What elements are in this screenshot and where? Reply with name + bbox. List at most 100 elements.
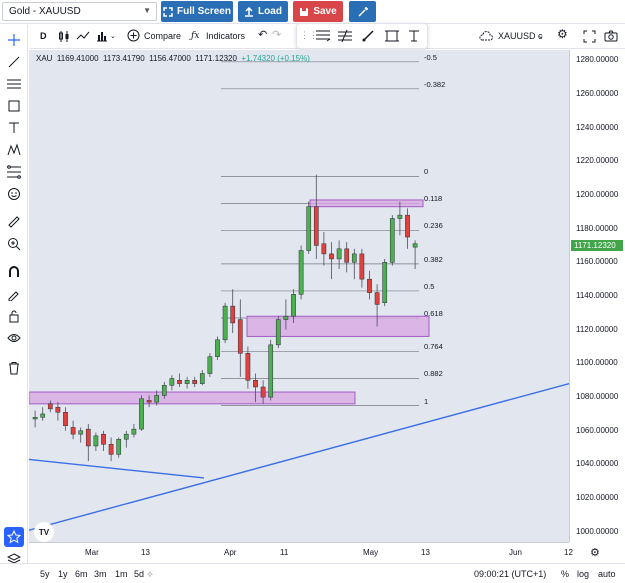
- range-5y[interactable]: 5y: [40, 569, 50, 579]
- candle-body: [169, 378, 175, 386]
- zoom-tool[interactable]: [4, 234, 24, 254]
- candle-body: [199, 373, 205, 384]
- clock-display[interactable]: 09:00:21 (UTC+1): [474, 569, 547, 579]
- compare-icon[interactable]: [127, 29, 140, 42]
- price-label: 1060.00000: [576, 425, 619, 435]
- up-trend-line: [28, 382, 570, 531]
- fib-level-label: 0: [424, 167, 429, 177]
- symbol-short-label[interactable]: XAUUSD c: [498, 31, 543, 41]
- auto-toggle[interactable]: auto: [598, 569, 616, 579]
- crosshair-tool[interactable]: [4, 30, 24, 50]
- horizontal-lines-tool[interactable]: [4, 74, 24, 94]
- log-toggle[interactable]: log: [577, 569, 590, 579]
- fib-tool[interactable]: [4, 162, 24, 182]
- candle-body: [275, 319, 281, 346]
- camera-icon[interactable]: [604, 30, 618, 42]
- emoji-tool[interactable]: [4, 184, 24, 204]
- compare-button[interactable]: Compare: [144, 31, 182, 41]
- range-3m[interactable]: 3m: [94, 569, 107, 579]
- interval-button[interactable]: D: [40, 31, 47, 41]
- chart-pane[interactable]: [28, 50, 570, 542]
- fib-level-label: 0.236: [424, 221, 443, 231]
- smiley-icon: [8, 188, 20, 200]
- remove-drawings-tool[interactable]: [4, 358, 24, 378]
- legend-close: 1171.12320: [195, 54, 237, 63]
- wand-button[interactable]: [349, 1, 376, 22]
- magnet-tool[interactable]: [4, 262, 24, 282]
- magic-wand-icon: [357, 6, 368, 17]
- symbol-chevron-icon[interactable]: ⌄: [538, 33, 544, 40]
- rectangle-tool[interactable]: [4, 96, 24, 116]
- pattern-icon: [7, 143, 21, 156]
- time-label: May: [363, 548, 379, 557]
- price-label: 1280.00000: [576, 55, 619, 65]
- price-label: 1160.00000: [576, 257, 618, 267]
- fib-level-label: -0.5: [424, 52, 437, 62]
- candle-body: [139, 398, 144, 430]
- trash-icon: [9, 362, 19, 375]
- time-scale[interactable]: Mar 13 Apr 11 May 13 Jun 12 ⚙: [29, 542, 600, 562]
- ohlc-legend: XAU 1169.41000 1173.41790 1156.47000 117…: [36, 54, 310, 63]
- fib-level-label: 1: [424, 396, 429, 406]
- symbol-select[interactable]: Gold - XAUUSD ▼: [2, 2, 157, 21]
- pencil-lock-icon: [8, 291, 19, 301]
- frame-icon[interactable]: [385, 29, 399, 43]
- trend-line-tool[interactable]: [4, 52, 24, 72]
- candle-body: [101, 433, 106, 445]
- load-button[interactable]: Load: [238, 1, 288, 22]
- range-1m[interactable]: 1m: [115, 569, 128, 579]
- time-label: 13: [141, 548, 150, 557]
- candle-body: [260, 386, 266, 398]
- ruler-tool[interactable]: [4, 212, 24, 232]
- price-scale[interactable]: 1280.00000 1260.00000 1240.00000 1220.00000…: [569, 50, 625, 542]
- legend-low: 1156.47000: [149, 54, 191, 63]
- drag-handle-icon[interactable]: ⋮⋮: [300, 30, 318, 40]
- support-zone-rect: [28, 391, 356, 405]
- save-button[interactable]: Save: [293, 1, 343, 22]
- line-chart-icon[interactable]: [76, 31, 90, 41]
- floating-drawing-toolbar: ⋮⋮: [296, 23, 428, 49]
- time-settings-gear-icon[interactable]: ⚙: [590, 547, 600, 559]
- rectangle-icon: [8, 100, 20, 112]
- price-label: 1020.00000: [576, 493, 619, 503]
- candle-body: [78, 430, 84, 435]
- legend-open: 1169.41000: [56, 54, 99, 63]
- text-tool[interactable]: [4, 118, 24, 138]
- range-1y[interactable]: 1y: [58, 569, 68, 579]
- line-color-icon[interactable]: [337, 29, 353, 43]
- goto-date-icon[interactable]: ⟡: [147, 569, 153, 579]
- candle-body: [55, 406, 61, 413]
- candle-body: [215, 339, 220, 357]
- candle-body: [253, 379, 258, 388]
- fullscreen-button[interactable]: Full Screen: [161, 1, 233, 22]
- indicators-icon[interactable]: ƒx: [191, 31, 200, 41]
- chart-canvas[interactable]: [28, 50, 570, 542]
- tradingview-logo: TV: [34, 522, 54, 542]
- percent-toggle[interactable]: %: [561, 569, 570, 579]
- fullscreen-chart-icon[interactable]: [583, 30, 596, 43]
- text-cursor-icon[interactable]: [407, 29, 421, 43]
- star-icon: [7, 530, 21, 544]
- candle-body: [367, 278, 372, 293]
- pattern-tool[interactable]: [4, 140, 24, 160]
- left-drawing-toolbar: [0, 25, 28, 570]
- redo-icon[interactable]: ↷: [272, 29, 282, 41]
- watermark-text: TV: [38, 527, 50, 537]
- price-label: 1140.00000: [576, 291, 618, 300]
- range-5d[interactable]: 5d: [134, 569, 145, 579]
- price-label: 1180.00000: [576, 223, 618, 233]
- brush-icon[interactable]: [361, 29, 375, 43]
- range-6m[interactable]: 6m: [75, 569, 88, 579]
- candles-icon[interactable]: [58, 30, 70, 43]
- visibility-tool[interactable]: [4, 328, 24, 348]
- settings-gear-icon[interactable]: ⚙: [557, 27, 568, 41]
- lock-tool[interactable]: [4, 306, 24, 326]
- stay-in-drawing-tool[interactable]: [4, 284, 24, 304]
- indicators-button[interactable]: Indicators: [206, 31, 246, 41]
- chart-type-chevron-icon[interactable]: ⌄: [110, 33, 116, 40]
- fib-template-icon[interactable]: [315, 29, 331, 43]
- undo-icon[interactable]: ↶: [258, 29, 268, 41]
- favorites-tool[interactable]: [4, 527, 24, 547]
- bar-style-icon[interactable]: [96, 30, 108, 42]
- time-label: Jun: [509, 548, 522, 557]
